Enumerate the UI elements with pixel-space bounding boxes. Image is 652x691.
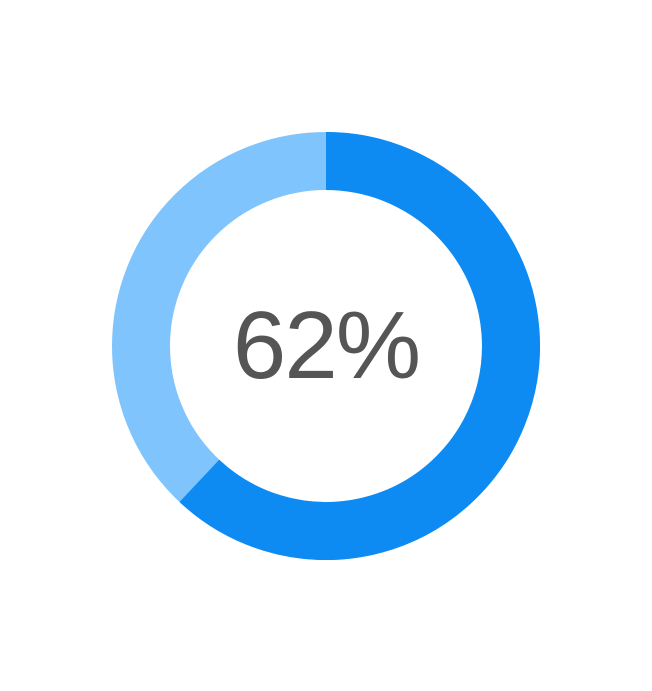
donut-progress-chart: 62% xyxy=(112,132,540,560)
donut-percent-label: 62% xyxy=(233,291,419,401)
